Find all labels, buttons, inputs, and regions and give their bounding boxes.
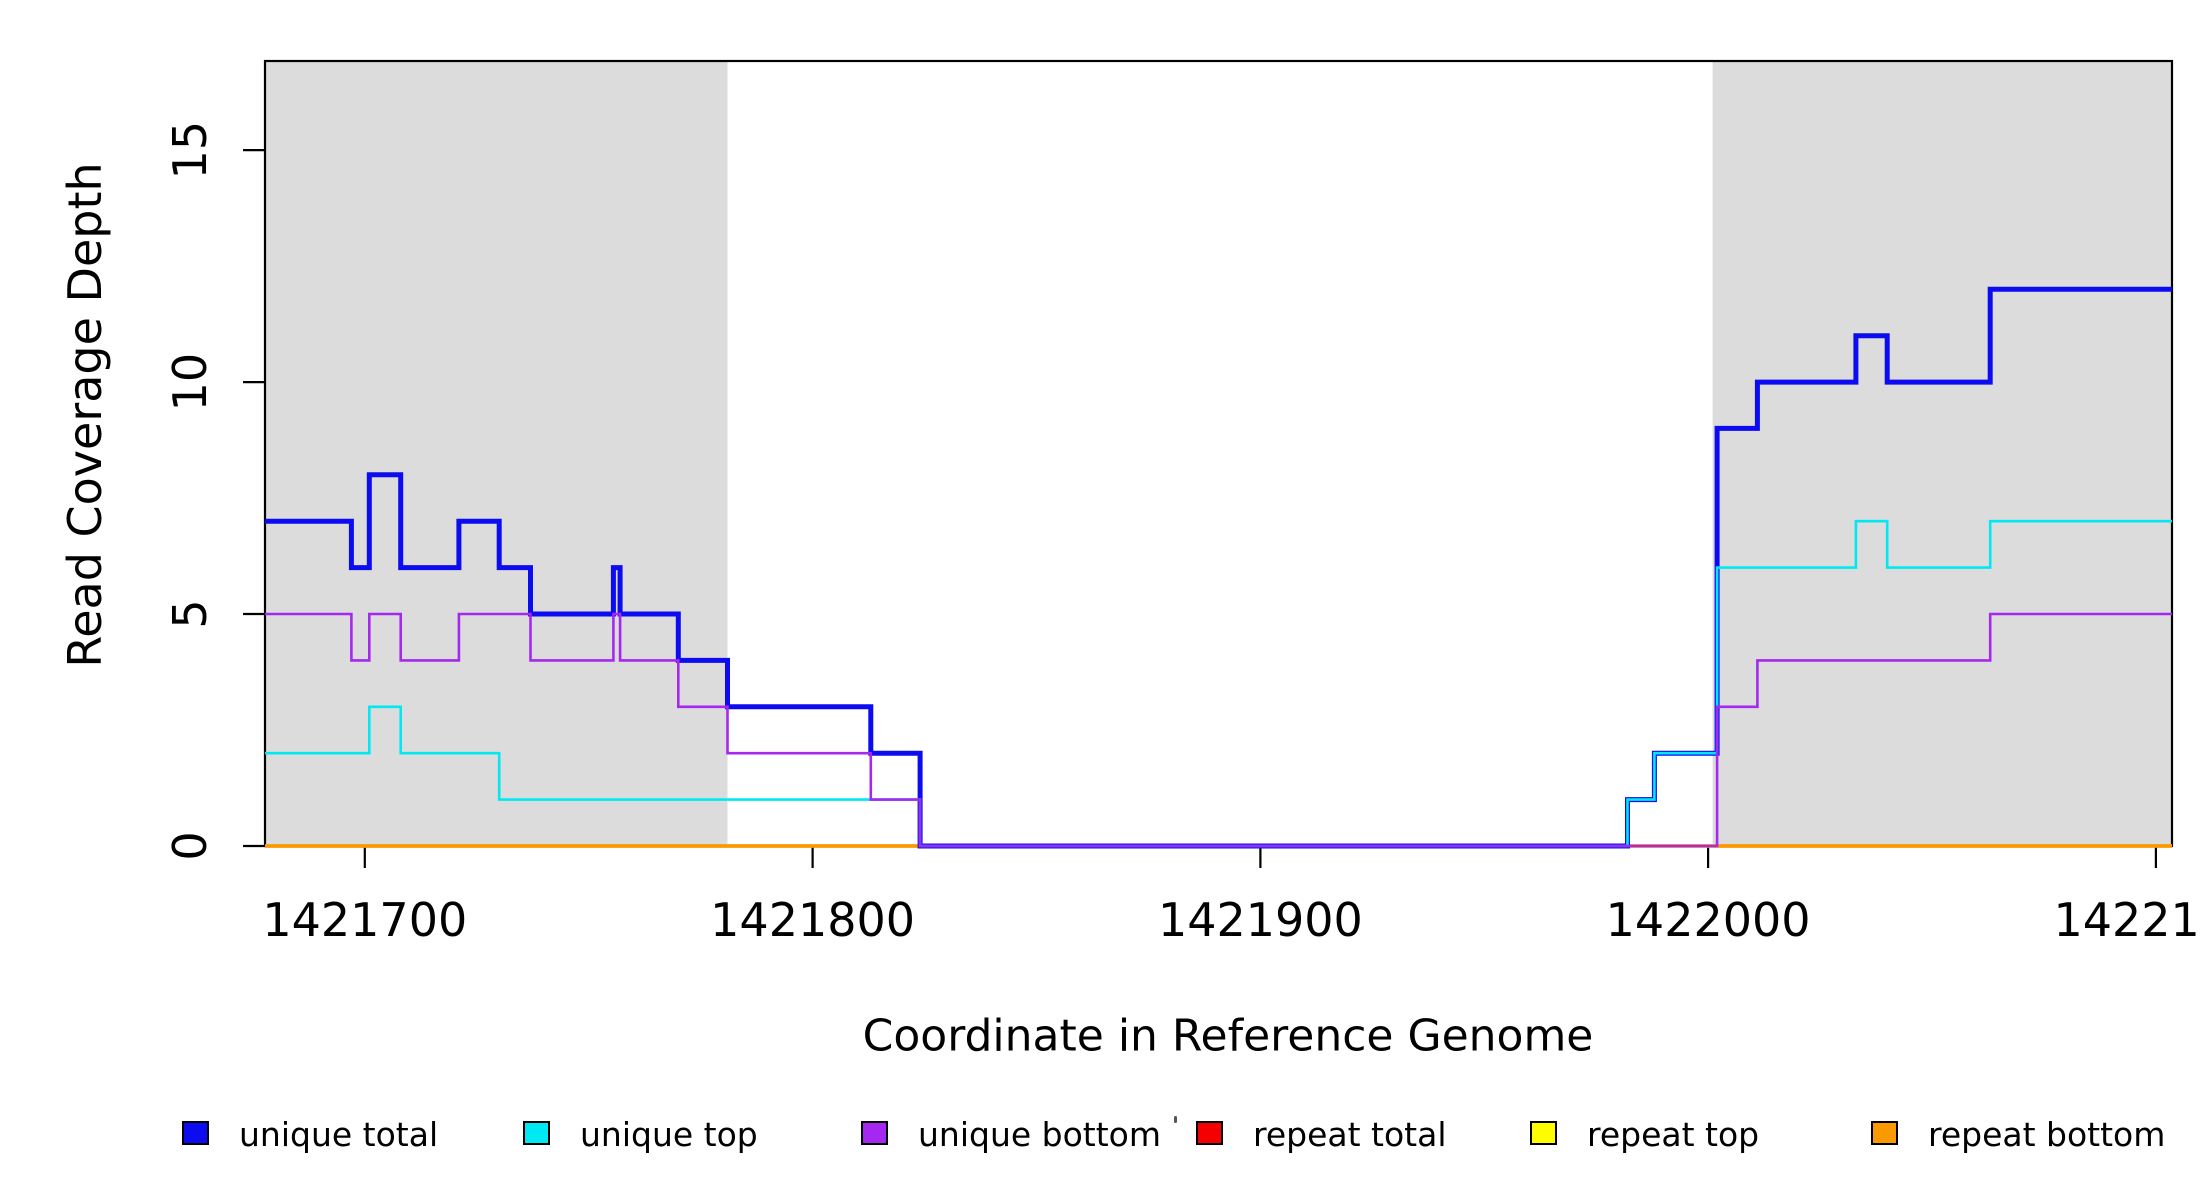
- series-line-unique-total: [265, 286, 2172, 849]
- x-tick-label: 1421800: [710, 893, 915, 947]
- shaded-region-1: [1712, 61, 2172, 846]
- x-axis-title: Coordinate in Reference Genome: [862, 1010, 1594, 1062]
- y-tick-label: 0: [163, 831, 217, 860]
- x-tick-label: 1422000: [1606, 893, 1811, 947]
- x-tick-label: 1421900: [1158, 893, 1363, 947]
- y-tick-label: 15: [163, 121, 217, 180]
- x-tick-label: 1421700: [262, 893, 467, 947]
- x-tick-label: 1422100: [2053, 893, 2200, 947]
- series-line-unique-top: [265, 519, 2172, 848]
- y-axis-title: Read Coverage Depth: [58, 162, 112, 668]
- stray-mark: [1174, 1116, 1177, 1123]
- y-tick-label: 10: [163, 353, 217, 412]
- shaded-region-0: [265, 61, 728, 846]
- series-line-unique-bottom: [265, 612, 2172, 848]
- y-tick-label: 5: [163, 599, 217, 628]
